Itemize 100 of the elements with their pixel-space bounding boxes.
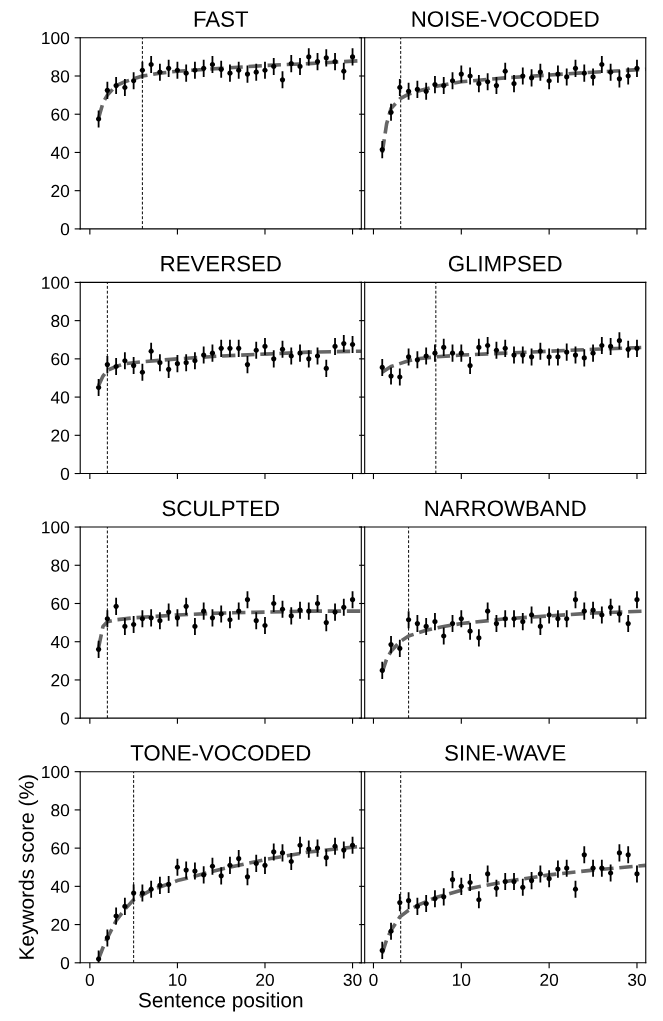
point [476, 81, 482, 87]
point [122, 84, 128, 91]
point [279, 346, 286, 352]
point [432, 350, 438, 356]
point [608, 343, 614, 350]
point [476, 635, 482, 641]
point [564, 74, 570, 80]
point [616, 338, 623, 344]
point [555, 354, 561, 360]
point [288, 858, 294, 865]
point [174, 864, 181, 870]
point [511, 878, 517, 885]
y-tick-label: 0 [60, 223, 70, 236]
point [485, 608, 491, 614]
point [104, 362, 110, 368]
point [122, 903, 128, 910]
point [493, 885, 500, 891]
point [218, 611, 224, 617]
point [397, 645, 403, 652]
y-tick-label: 100 [42, 276, 70, 289]
point [379, 146, 385, 153]
point [581, 852, 587, 858]
point [441, 633, 447, 639]
point [192, 358, 198, 364]
point [616, 76, 623, 82]
point [297, 63, 303, 70]
point [467, 628, 473, 634]
point [209, 615, 216, 621]
y-axis-title: Keywords score (%) [18, 775, 39, 959]
point [201, 352, 207, 358]
point [476, 344, 482, 350]
point [288, 613, 294, 619]
point [485, 871, 491, 877]
y-tick-label: 20 [51, 184, 70, 198]
point [599, 342, 605, 349]
point [388, 928, 394, 934]
point [406, 88, 412, 94]
point [397, 900, 403, 906]
y-tick-label: 40 [50, 391, 70, 404]
point [528, 878, 535, 884]
point [323, 365, 329, 372]
point [341, 604, 347, 610]
y-tick-label: 60 [51, 597, 70, 610]
point [122, 358, 128, 364]
point [511, 616, 517, 622]
point [244, 597, 251, 603]
point [139, 67, 145, 73]
chart-title: NARROWBAND [425, 500, 586, 517]
y-tick-label: 40 [50, 146, 70, 159]
point [537, 348, 543, 354]
point [244, 71, 251, 77]
point [297, 350, 303, 356]
y-tick-label: 20 [51, 429, 70, 442]
point [467, 362, 473, 369]
point [209, 350, 216, 356]
point [502, 345, 508, 351]
chart-title: TONE-VOCODED [130, 745, 311, 761]
point [201, 65, 207, 71]
y-tick-label: 0 [60, 956, 70, 970]
point [590, 74, 596, 80]
point [113, 363, 119, 370]
point [183, 867, 189, 873]
point [520, 352, 526, 358]
point [244, 874, 251, 880]
point [432, 896, 438, 902]
point [166, 65, 172, 71]
point [493, 620, 500, 627]
point [209, 61, 216, 68]
point [546, 78, 552, 84]
point [341, 847, 347, 853]
point [537, 623, 543, 630]
x-axis-title: Sentence position [138, 992, 303, 1012]
point [634, 65, 640, 71]
point [332, 843, 338, 849]
x-tick-label: 30 [627, 973, 646, 986]
y-tick-label: 40 [50, 635, 70, 649]
point [174, 615, 181, 621]
point [449, 620, 456, 627]
y-tick-label: 80 [51, 804, 70, 817]
point [599, 865, 605, 871]
point [131, 621, 137, 628]
point [546, 876, 552, 882]
point [406, 354, 412, 360]
chart-title: REVERSED [161, 255, 281, 272]
point [423, 88, 429, 94]
point [634, 871, 640, 877]
point [174, 361, 181, 367]
point [314, 59, 321, 65]
point [528, 354, 535, 360]
point [104, 87, 110, 93]
point [379, 364, 385, 371]
point [166, 366, 172, 372]
point [288, 353, 294, 359]
chart-title: SINE-WAVE [445, 745, 566, 761]
point [349, 54, 356, 60]
y-tick-label: 100 [42, 521, 70, 534]
point [253, 618, 259, 624]
point [227, 70, 233, 76]
point [414, 357, 420, 363]
point [332, 609, 338, 615]
